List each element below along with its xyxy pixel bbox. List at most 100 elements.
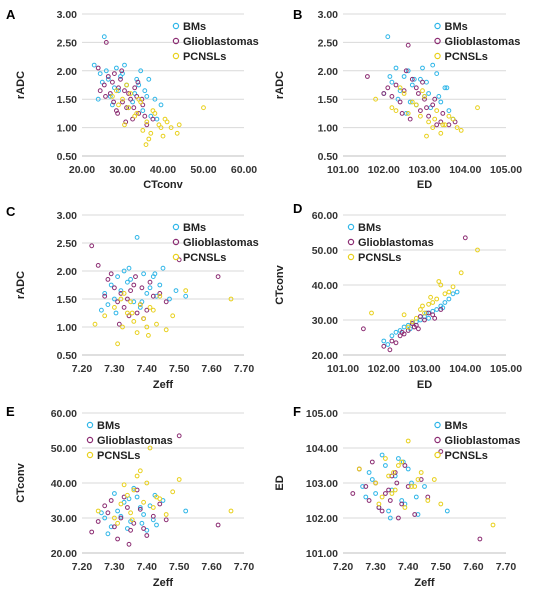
panel-b-data-point [424, 105, 429, 111]
panel-d-series-1 [361, 235, 468, 353]
panel-a-data-point [103, 68, 109, 74]
panel-b-data-point [432, 96, 438, 102]
panel-a-data-point [122, 122, 127, 128]
panel-a-data-point [95, 96, 101, 102]
panel-f-data-point [386, 473, 392, 479]
panel-e-data-point [126, 541, 132, 547]
panel-d-data-point [428, 294, 434, 300]
panel-c-y-tick-label: 1.00 [57, 322, 78, 334]
panel-f-data-point [383, 456, 388, 461]
panel-f-data-point [399, 501, 405, 507]
panel-b-data-point [426, 113, 432, 119]
panel-e-data-point [163, 512, 169, 517]
panel-f-data-point [356, 466, 362, 472]
panel-b-data-point [405, 111, 411, 116]
panel-e-data-point [137, 468, 143, 474]
panel-d-legend-label: BMs [358, 222, 381, 234]
panel-b-legend-marker [434, 52, 441, 60]
panel-a-data-point [116, 88, 121, 94]
panel-d-data-point [409, 319, 415, 325]
panel-b-data-point [409, 99, 415, 105]
panel-e-x-tick-label: 7.30 [104, 561, 125, 573]
panel-e-data-point [102, 515, 108, 521]
panel-c-data-point [118, 296, 124, 302]
panel-c-data-point [118, 291, 124, 296]
panel-d-x-tick-label: 101.00 [327, 363, 359, 375]
panel-f-data-point [444, 508, 450, 514]
panel-d-data-point [426, 315, 432, 321]
panel-f-data-point [415, 512, 421, 517]
panel-f-legend-label: Glioblastomas [445, 435, 521, 447]
panel-e-data-point [154, 494, 159, 500]
panel-c-data-point [167, 296, 172, 302]
panel-a-data-point [142, 88, 148, 94]
panel-d-data-point [442, 291, 448, 297]
panel-f-data-point [366, 498, 372, 503]
panel-a-data-point [97, 71, 103, 76]
panel-c-data-point [113, 310, 119, 316]
panel-d-data-point [430, 312, 436, 318]
panel-a-data-point [128, 96, 134, 102]
panel-f-data-point [369, 477, 375, 482]
panel-d-data-point [438, 282, 444, 288]
panel-d-data-point [413, 315, 419, 321]
panel-b-data-point [426, 91, 432, 96]
panel-a-data-point [201, 105, 206, 111]
panel-c-data-point [95, 263, 101, 268]
panel-a-data-point [160, 133, 166, 139]
panel-d-data-point [389, 333, 395, 339]
panel-c-data-point [120, 324, 125, 330]
panel-e-data-point [115, 508, 120, 514]
panel-d-data-point [401, 312, 407, 318]
panel-c-data-point [99, 307, 104, 313]
panel-b-x-tick-label: 105.00 [490, 164, 522, 176]
panel-c-data-point [139, 285, 145, 291]
panel-c-x-tick-label: 7.40 [137, 363, 158, 375]
panel-f-letter: F [293, 404, 301, 419]
panel-c-data-point [147, 305, 153, 310]
panel-f-y-tick-label: 103.00 [306, 478, 338, 490]
panel-f-data-point [366, 470, 372, 475]
panel-b-data-point [424, 133, 429, 139]
panel-f-data-point [396, 456, 401, 461]
panel-e-data-point [89, 529, 95, 535]
panel-a-data-point [95, 65, 101, 71]
panel-c-data-point [150, 293, 156, 299]
panel-b-data-point [426, 119, 432, 125]
panel-c-data-point [108, 271, 114, 277]
panel-a-y-tick-label: 1.00 [57, 123, 78, 135]
panel-a-x-tick-label: 40.00 [150, 164, 176, 176]
panel-e-data-point [163, 517, 169, 523]
panel-f-data-point [405, 438, 411, 444]
panel-b-data-point [422, 94, 427, 99]
panel-c-data-point [102, 293, 108, 299]
panel-f-data-point [387, 515, 393, 521]
panel-c-x-axis-label: Zeff [153, 379, 174, 391]
panel-b-data-point [446, 113, 452, 119]
panel-e-data-point [141, 526, 147, 531]
panel-d-chart: D 20.00 30.00 40.00 50.00 60.00 101.00 102.00 10… [274, 201, 522, 391]
panel-a-data-point [110, 94, 115, 99]
panel-b-data-point [434, 108, 440, 113]
panel-d-data-point [430, 300, 436, 305]
panel-d-data-point [418, 307, 423, 312]
panel-f-data-point [438, 501, 444, 507]
panel-c-data-point [141, 271, 147, 277]
panel-e-data-point [137, 505, 143, 510]
panel-d-data-point [446, 289, 452, 295]
panel-c-letter: C [6, 204, 16, 219]
panel-e-data-point [147, 445, 153, 451]
panel-a-y-axis-label: rADC [15, 71, 27, 99]
panel-e-data-point [128, 527, 134, 533]
panel-e-data-point [157, 501, 163, 507]
panel-f-data-point [386, 508, 392, 514]
panel-a-data-point [118, 76, 123, 82]
panel-e-legend-label: PCNSLs [97, 450, 140, 462]
panel-d-data-point [401, 324, 407, 330]
panel-a-data-point [158, 125, 164, 130]
panel-a-data-point [144, 122, 150, 128]
panel-c-y-tick-label: 2.50 [57, 238, 78, 250]
panel-e-legend-marker [86, 436, 94, 444]
panel-f-data-point [383, 463, 388, 468]
panel-b-data-point [397, 99, 403, 105]
